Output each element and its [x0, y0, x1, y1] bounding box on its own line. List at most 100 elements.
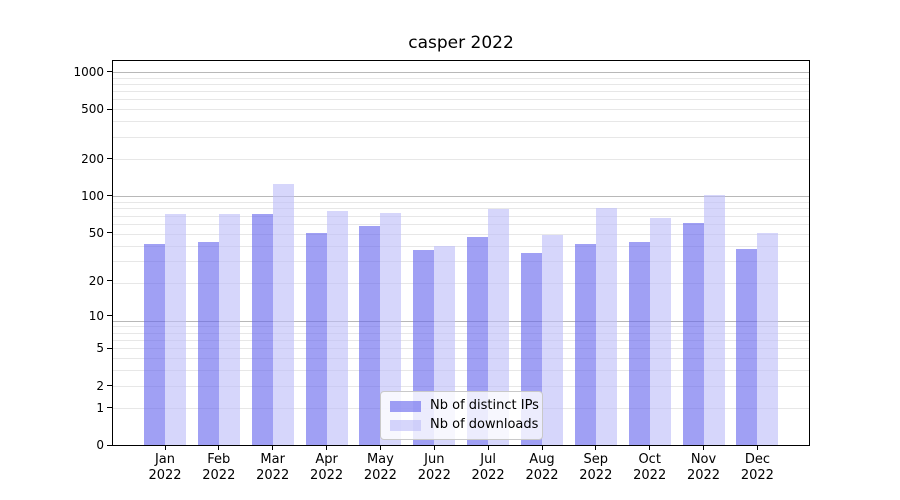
x-tick-label-apr: Apr 2022: [310, 452, 344, 483]
x-tick-mark-jun: [433, 445, 435, 450]
minor-gridline-8: [113, 332, 809, 334]
bar-downloads-sep: [595, 207, 617, 445]
bar-downloads-may: [380, 213, 402, 445]
minor-gridline-30: [113, 261, 809, 263]
major-gridline-100: [113, 196, 809, 198]
x-tick-label-jun: Jun 2022: [417, 452, 451, 483]
x-tick-label-may: May 2022: [363, 452, 397, 483]
y-tick-mark-5: [107, 347, 112, 349]
x-tick-mark-may: [379, 445, 381, 450]
minor-gridline-200: [113, 158, 809, 160]
legend-swatch-downloads: [390, 419, 421, 431]
minor-gridline-60: [113, 223, 809, 225]
minor-gridline-40: [113, 245, 809, 247]
x-tick-mark-oct: [649, 445, 651, 450]
bar-downloads-feb: [218, 213, 240, 445]
x-tick-label-jan: Jan 2022: [148, 452, 182, 483]
bar-downloads-aug: [542, 234, 563, 445]
y-tick-label-20: 20: [88, 273, 104, 288]
y-tick-label-500: 500: [81, 102, 104, 117]
bar-downloads-dec: [757, 232, 779, 445]
minor-gridline-300: [113, 136, 809, 138]
x-tick-label-sep: Sep 2022: [579, 452, 613, 483]
minor-gridline-4: [113, 370, 809, 372]
bar-distinct-ips-nov: [682, 222, 704, 445]
y-tick-label-100: 100: [81, 188, 104, 203]
legend: Nb of distinct IPs Nb of downloads: [380, 391, 543, 440]
bar-distinct-ips-mar: [251, 213, 273, 445]
x-tick-mark-nov: [703, 445, 704, 450]
minor-gridline-900: [113, 77, 809, 79]
x-tick-label-mar: Mar 2022: [256, 452, 290, 483]
y-tick-label-1: 1: [96, 400, 104, 415]
x-tick-mark-aug: [541, 445, 543, 450]
legend-item-distinct-ips: Nb of distinct IPs: [390, 398, 539, 414]
bar-distinct-ips-sep: [574, 244, 596, 445]
legend-label-downloads: Nb of downloads: [430, 417, 539, 432]
y-tick-label-1000: 1000: [73, 64, 104, 79]
x-tick-mark-apr: [326, 445, 328, 450]
minor-gridline-600: [113, 99, 809, 101]
y-tick-mark-1: [107, 407, 112, 409]
minor-gridline-500: [113, 109, 809, 111]
x-tick-mark-sep: [595, 445, 597, 450]
minor-gridline-70: [113, 215, 809, 217]
minor-gridline-3: [113, 385, 809, 387]
y-tick-label-0: 0: [96, 438, 104, 452]
bar-distinct-ips-may: [359, 225, 381, 445]
x-tick-mark-mar: [272, 445, 274, 450]
bar-distinct-ips-oct: [628, 241, 650, 445]
x-tick-mark-feb: [218, 445, 220, 450]
legend-swatch-distinct-ips: [390, 400, 421, 412]
minor-gridline-9: [113, 326, 809, 328]
minor-gridline-90: [113, 201, 809, 203]
x-tick-mark-dec: [756, 445, 758, 450]
y-tick-label-5: 5: [96, 341, 104, 356]
x-tick-mark-jan: [164, 445, 166, 450]
x-tick-mark-jul: [487, 445, 489, 450]
y-tick-mark-50: [107, 232, 112, 234]
x-tick-label-oct: Oct 2022: [633, 452, 667, 483]
minor-gridline-400: [113, 121, 809, 123]
minor-gridline-5: [113, 358, 809, 359]
x-tick-label-aug: Aug 2022: [525, 452, 559, 483]
x-tick-label-nov: Nov 2022: [686, 452, 721, 483]
minor-gridline-800: [113, 83, 809, 85]
legend-label-distinct-ips: Nb of distinct IPs: [430, 398, 539, 413]
minor-gridline-80: [113, 208, 809, 210]
major-gridline-1000: [113, 71, 809, 73]
legend-item-downloads: Nb of downloads: [390, 417, 538, 433]
bar-distinct-ips-jan: [144, 244, 165, 445]
y-tick-mark-100: [107, 195, 112, 197]
y-tick-mark-200: [107, 158, 112, 159]
y-tick-label-2: 2: [96, 378, 104, 393]
y-tick-mark-2: [107, 385, 112, 387]
bar-downloads-mar: [272, 183, 294, 445]
bar-distinct-ips-apr: [305, 232, 327, 445]
bar-downloads-apr: [326, 211, 348, 445]
chart-title: casper 2022: [408, 33, 514, 53]
minor-gridline-7: [113, 339, 809, 341]
y-tick-label-200: 200: [81, 151, 104, 166]
y-tick-mark-20: [107, 280, 112, 281]
bar-downloads-jan: [165, 213, 186, 445]
plot-area: Nb of distinct IPs Nb of downloads: [112, 60, 810, 446]
bar-downloads-nov: [703, 195, 725, 445]
y-tick-mark-10: [107, 315, 112, 316]
minor-gridline-700: [113, 91, 809, 93]
bar-downloads-oct: [649, 217, 671, 445]
bar-downloads-jul: [488, 208, 510, 445]
y-tick-mark-0: [107, 444, 112, 446]
x-tick-label-feb: Feb 2022: [202, 452, 236, 483]
bar-distinct-ips-dec: [736, 248, 758, 445]
major-gridline-10: [113, 320, 809, 322]
x-tick-label-dec: Dec 2022: [740, 452, 774, 483]
minor-gridline-6: [113, 348, 809, 350]
minor-gridline-20: [113, 283, 809, 285]
y-tick-mark-500: [107, 108, 112, 110]
minor-gridline-50: [113, 233, 809, 235]
y-tick-mark-1000: [107, 71, 112, 73]
x-tick-label-jul: Jul 2022: [471, 452, 505, 483]
y-tick-label-10: 10: [88, 308, 104, 323]
